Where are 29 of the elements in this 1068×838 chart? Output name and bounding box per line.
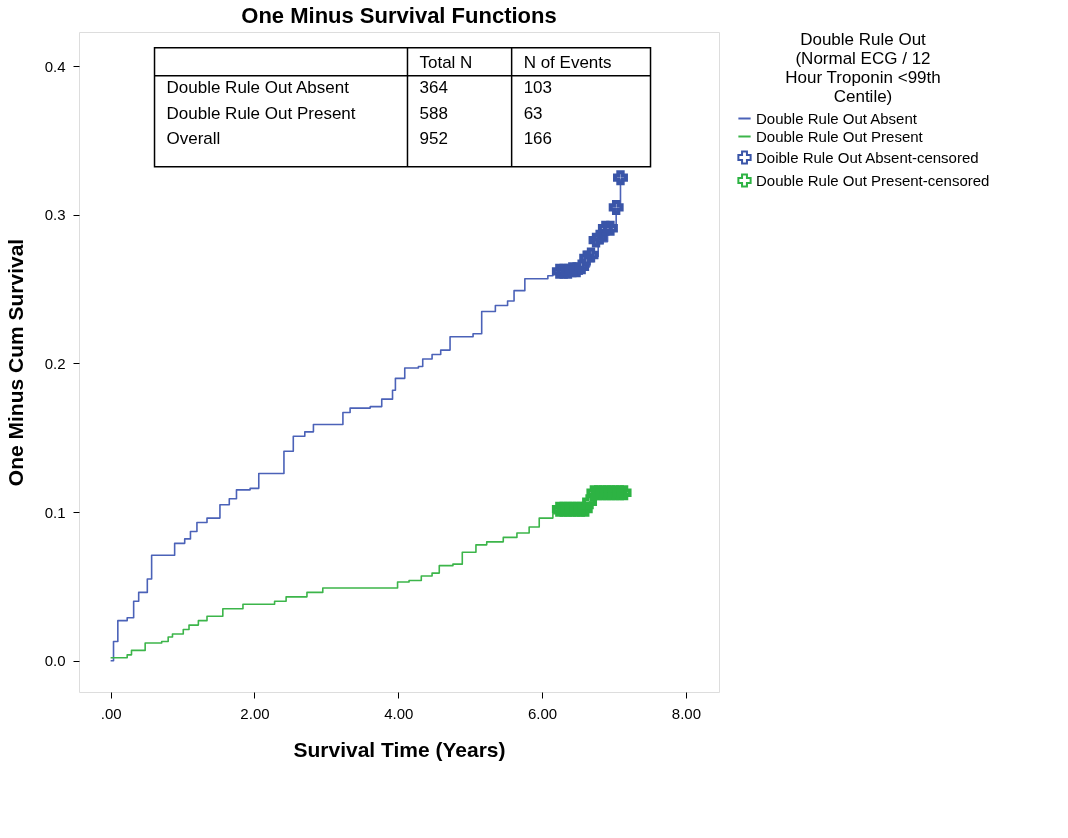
legend-label: Double Rule Out Present-censored <box>756 171 990 189</box>
annotation: 103 <box>523 78 553 98</box>
annotation: N of Events <box>523 53 612 73</box>
y-tick-label: 0.1 <box>44 503 66 521</box>
y-tick-label: 0.2 <box>44 354 66 372</box>
annotation: Overall <box>166 128 221 148</box>
y-tick-label: 0.0 <box>44 652 66 670</box>
legend-label: Double Rule Out Absent <box>756 109 918 127</box>
legend-label: Doible Rule Out Absent-censored <box>756 148 979 166</box>
x-tick-label: 8.00 <box>671 704 702 722</box>
annotation: Total N <box>419 53 473 73</box>
annotation: 166 <box>523 128 553 148</box>
y-axis-title: One Minus Cum Survival <box>3 238 27 487</box>
y-tick-label: 0.3 <box>44 206 66 224</box>
x-axis-title: Survival Time (Years) <box>293 737 506 761</box>
annotation: 952 <box>419 128 448 148</box>
legend-title: Double Rule Out (Normal ECG / 12 Hour Troponin <99th Centile) <box>785 30 941 106</box>
annotation: 63 <box>523 103 543 123</box>
y-tick-label: 0.4 <box>44 57 66 75</box>
annotation: Double Rule Out Present <box>166 103 356 123</box>
chart-title: One Minus Survival Functions <box>241 3 557 28</box>
legend-label: Double Rule Out Present <box>756 127 924 145</box>
x-tick-label: 4.00 <box>384 704 414 722</box>
annotation: 364 <box>419 78 448 98</box>
x-tick-label: .00 <box>100 704 122 722</box>
annotation: Double Rule Out Absent <box>166 78 350 98</box>
x-tick-label: 6.00 <box>528 704 558 722</box>
annotation: 588 <box>419 103 448 123</box>
x-tick-label: 2.00 <box>240 704 270 722</box>
